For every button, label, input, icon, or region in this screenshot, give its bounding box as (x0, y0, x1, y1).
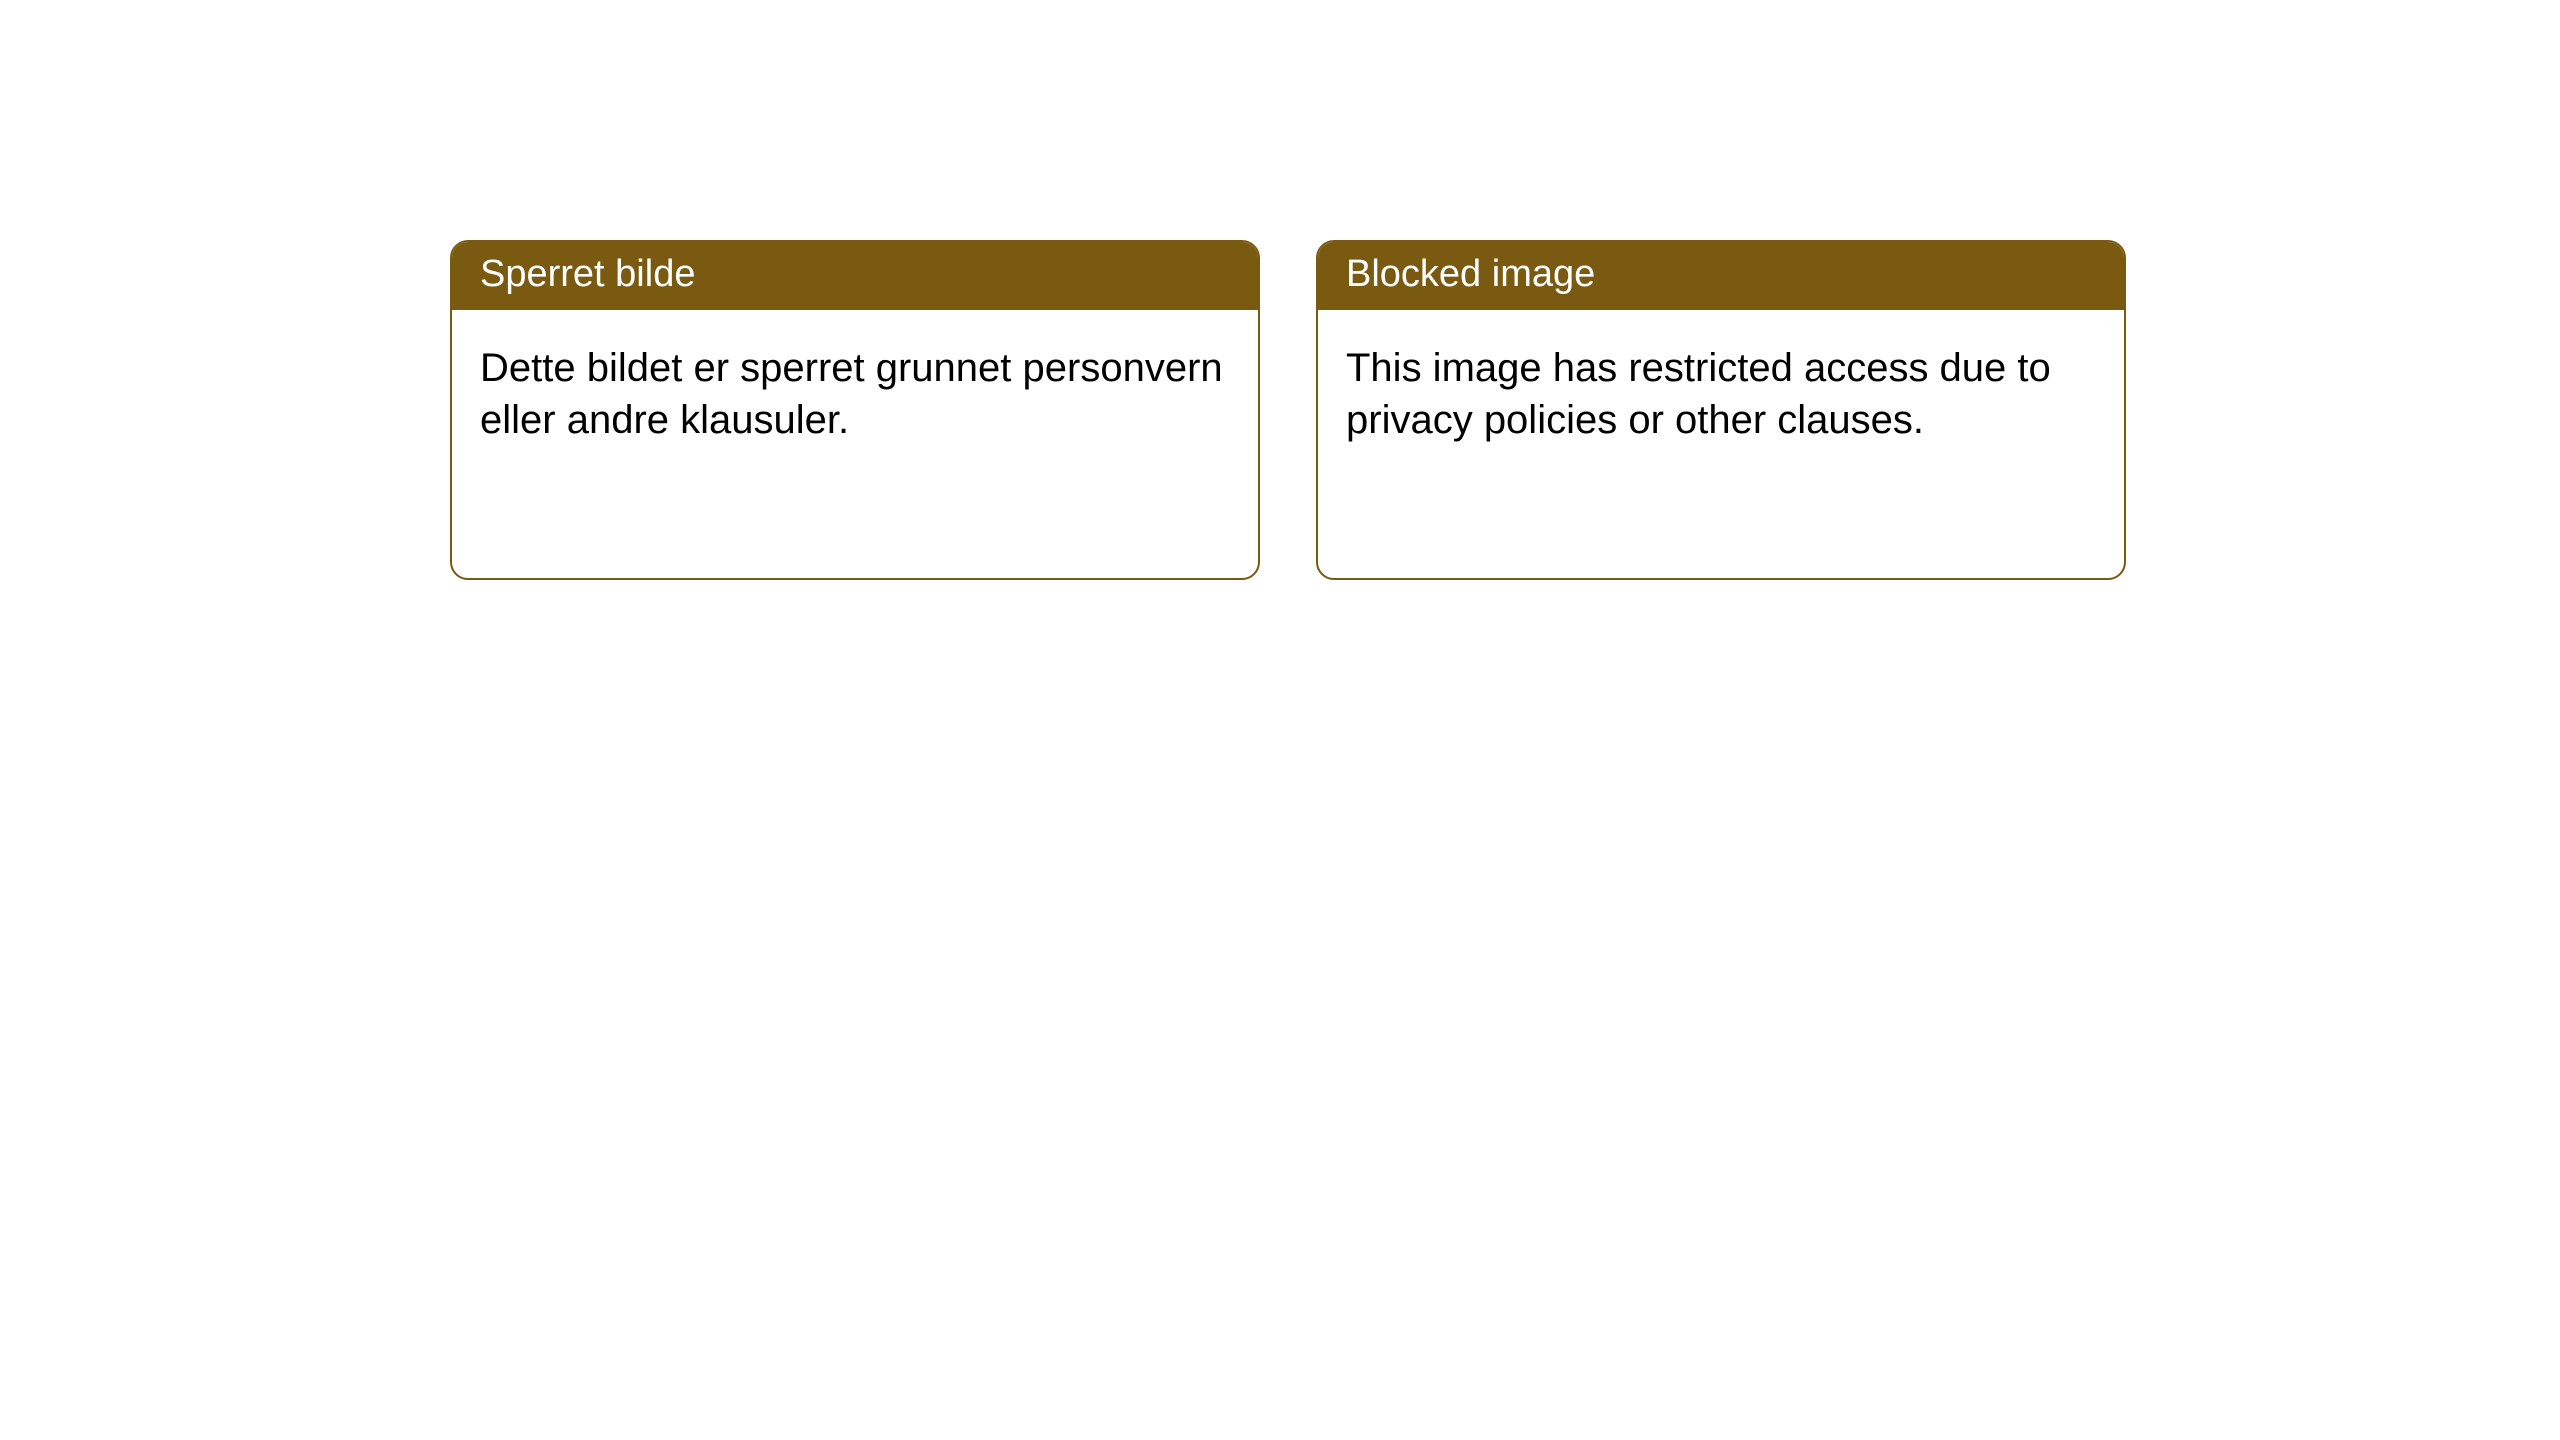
card-title: Blocked image (1346, 253, 1595, 295)
card-header: Blocked image (1318, 242, 2124, 310)
card-body-text: Dette bildet er sperret grunnet personve… (480, 346, 1223, 443)
notice-cards-container: Sperret bilde Dette bildet er sperret gr… (0, 0, 2560, 580)
card-title: Sperret bilde (480, 253, 695, 295)
card-body: Dette bildet er sperret grunnet personve… (452, 310, 1258, 480)
card-body-text: This image has restricted access due to … (1346, 346, 2051, 443)
notice-card-norwegian: Sperret bilde Dette bildet er sperret gr… (450, 240, 1260, 580)
card-body: This image has restricted access due to … (1318, 310, 2124, 480)
notice-card-english: Blocked image This image has restricted … (1316, 240, 2126, 580)
card-header: Sperret bilde (452, 242, 1258, 310)
